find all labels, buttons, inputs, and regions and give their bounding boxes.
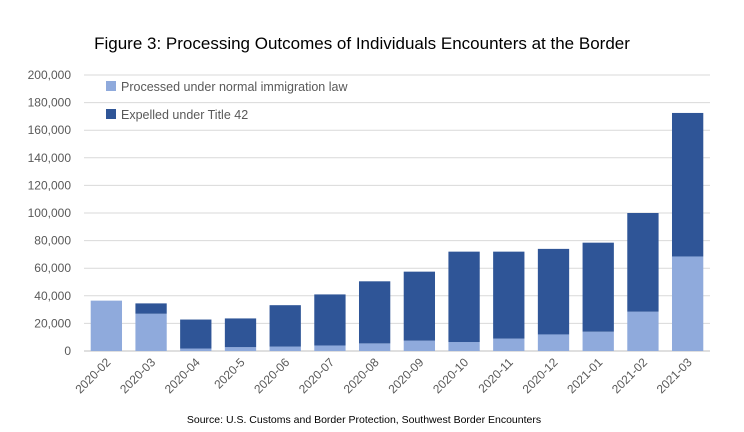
x-tick-label: 2020-11 xyxy=(475,355,516,396)
bars xyxy=(90,112,704,351)
bar-expelled xyxy=(314,294,346,346)
x-tick-label: 2021-01 xyxy=(564,355,605,396)
x-tick-label: 2020-02 xyxy=(72,355,113,396)
x-tick-label: 2021-02 xyxy=(609,355,650,396)
x-tick-label: 2020-10 xyxy=(430,355,471,396)
x-tick-label: 2020-12 xyxy=(520,355,561,396)
bar-expelled xyxy=(358,281,391,344)
chart-source: Source: U.S. Customs and Border Protecti… xyxy=(187,414,541,426)
bar-processed xyxy=(627,311,659,351)
y-tick-label: 160,000 xyxy=(28,123,72,137)
x-tick-label: 2021-03 xyxy=(654,355,695,396)
bar-processed xyxy=(269,346,301,351)
bar-expelled xyxy=(537,248,570,335)
bar-expelled xyxy=(224,318,257,348)
legend: Processed under normal immigration law E… xyxy=(106,80,348,122)
bar-processed xyxy=(90,300,123,351)
legend-label-processed: Processed under normal immigration law xyxy=(121,80,348,94)
y-tick-label: 0 xyxy=(64,344,71,358)
bar-expelled xyxy=(627,213,659,312)
bar-expelled xyxy=(180,319,212,349)
x-tick-label: 2020-03 xyxy=(117,355,158,396)
bar-processed xyxy=(493,338,525,351)
y-tick-label: 200,000 xyxy=(28,68,72,82)
bar-processed xyxy=(448,342,480,351)
bar-expelled xyxy=(582,242,614,332)
bar-processed xyxy=(537,334,570,351)
bar-expelled xyxy=(403,271,436,341)
x-tick-label: 2020-5 xyxy=(211,355,248,392)
bar-processed xyxy=(224,347,257,351)
bar-processed xyxy=(135,313,167,351)
y-tick-label: 180,000 xyxy=(28,96,72,110)
x-axis: 2020-02 2020-03 2020-04 2020-5 2020-06 2020-0… xyxy=(72,355,695,396)
y-axis: 0 20,000 40,000 60,000 80,000 100,000 120,000 1… xyxy=(28,68,72,358)
x-tick-label: 2020-06 xyxy=(251,355,292,396)
y-tick-label: 100,000 xyxy=(28,206,72,220)
bar-expelled xyxy=(448,251,480,343)
bar-expelled xyxy=(671,112,704,257)
bar-processed xyxy=(314,345,346,351)
x-tick-label: 2020-08 xyxy=(341,355,382,396)
y-tick-label: 60,000 xyxy=(34,261,71,275)
bar-processed xyxy=(582,331,614,351)
y-tick-label: 120,000 xyxy=(28,178,72,192)
legend-swatch-processed xyxy=(106,81,116,91)
bar-processed xyxy=(358,343,391,351)
legend-label-expelled: Expelled under Title 42 xyxy=(121,108,248,122)
bar-processed xyxy=(671,256,704,351)
x-tick-label: 2020-04 xyxy=(162,355,203,396)
y-tick-label: 20,000 xyxy=(34,316,71,330)
x-tick-label: 2020-07 xyxy=(296,355,337,396)
bar-processed xyxy=(180,348,212,351)
legend-swatch-expelled xyxy=(106,109,116,119)
bar-expelled xyxy=(269,305,301,347)
chart-title: Figure 3: Processing Outcomes of Individ… xyxy=(94,34,630,53)
y-tick-label: 140,000 xyxy=(28,151,72,165)
x-tick-label: 2020-09 xyxy=(385,355,426,396)
y-tick-label: 40,000 xyxy=(34,289,71,303)
y-tick-label: 80,000 xyxy=(34,234,71,248)
bar-expelled xyxy=(135,303,167,314)
bar-expelled xyxy=(493,251,525,339)
bar-processed xyxy=(403,340,436,351)
